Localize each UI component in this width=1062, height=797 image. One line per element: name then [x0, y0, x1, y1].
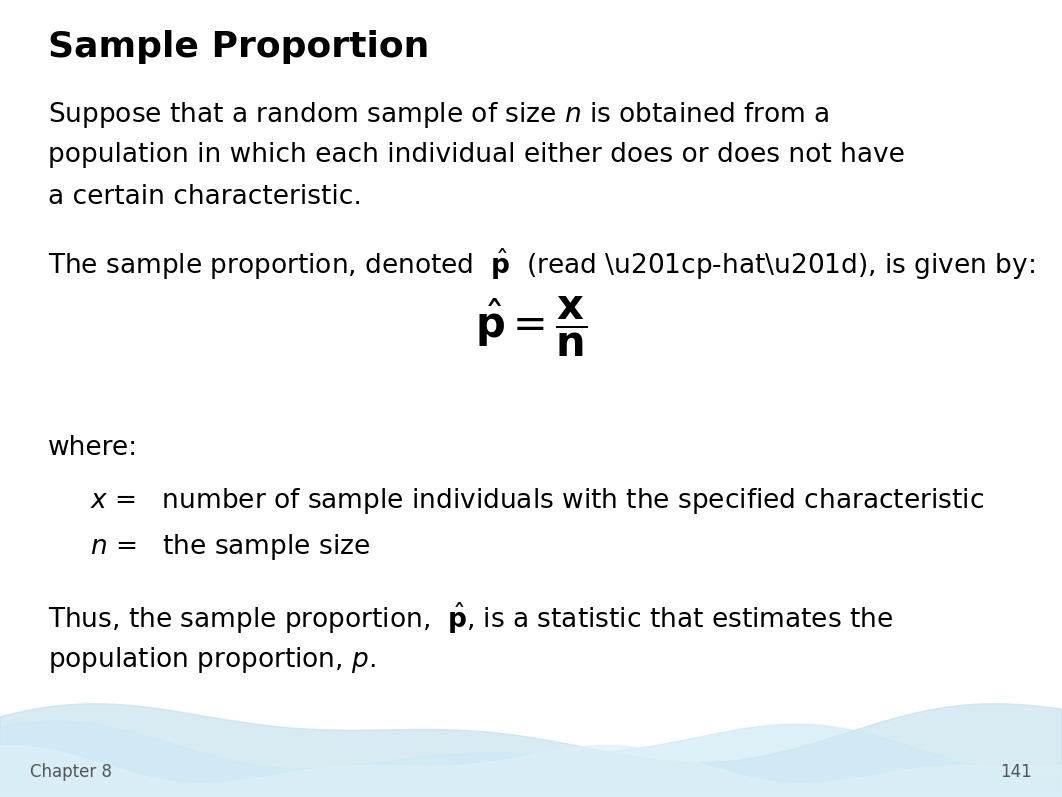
Polygon shape: [0, 745, 1062, 797]
Text: Chapter 8: Chapter 8: [30, 763, 112, 781]
Text: $\hat{\mathbf{p}} = \dfrac{\mathbf{x}}{\mathbf{n}}$: $\hat{\mathbf{p}} = \dfrac{\mathbf{x}}{\…: [475, 295, 587, 359]
Polygon shape: [0, 721, 1062, 797]
Text: 141: 141: [1000, 763, 1032, 781]
Text: population proportion, $\mathbf{\it{p}}$.: population proportion, $\mathbf{\it{p}}$…: [48, 645, 376, 675]
Text: population in which each individual either does or does not have: population in which each individual eith…: [48, 142, 905, 168]
Text: $\mathbf{\it{n}}$ =   the sample size: $\mathbf{\it{n}}$ = the sample size: [90, 532, 370, 562]
Polygon shape: [0, 704, 1062, 797]
Text: Thus, the sample proportion,  $\hat{\mathbf{p}}$, is a statistic that estimates : Thus, the sample proportion, $\hat{\math…: [48, 601, 893, 636]
Text: Sample Proportion: Sample Proportion: [48, 30, 429, 64]
Text: where:: where:: [48, 435, 138, 461]
Text: $\mathbf{\it{x}}$ =   number of sample individuals with the specified characteri: $\mathbf{\it{x}}$ = number of sample ind…: [90, 486, 984, 516]
Text: a certain characteristic.: a certain characteristic.: [48, 184, 362, 210]
Text: The sample proportion, denoted  $\hat{\mathbf{p}}$  (read \u201cp-hat\u201d), is: The sample proportion, denoted $\hat{\ma…: [48, 247, 1035, 282]
Text: Suppose that a random sample of size $\mathbf{\it{n}}$ is obtained from a: Suppose that a random sample of size $\m…: [48, 100, 829, 130]
